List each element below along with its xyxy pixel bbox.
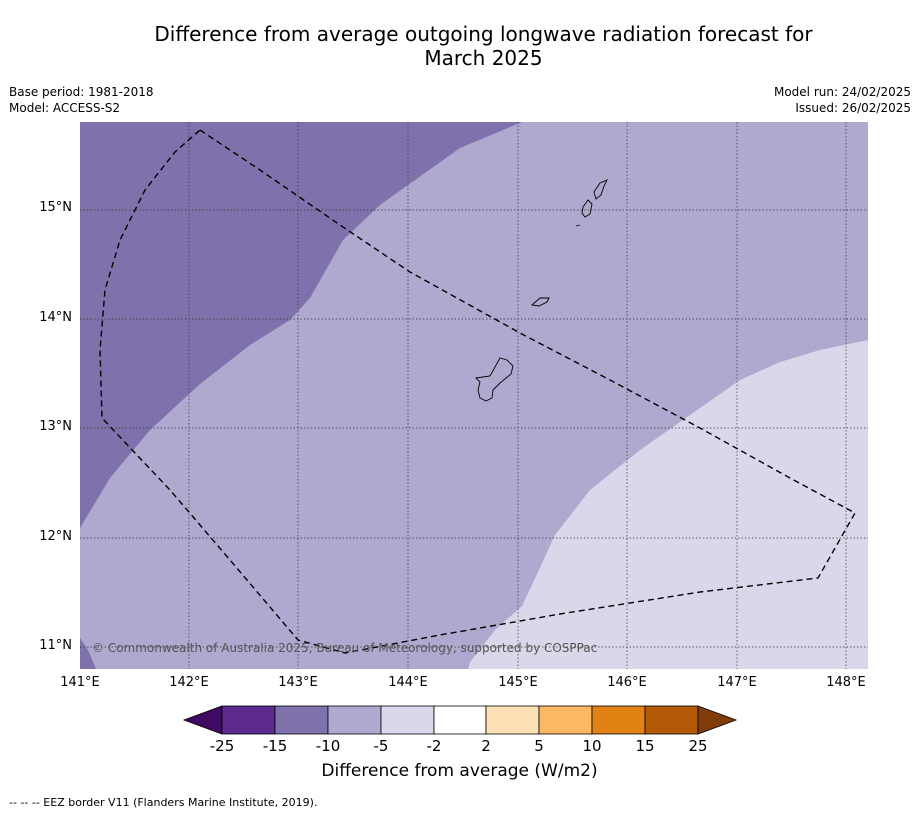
lon-label-147e: 147°E [717, 675, 757, 690]
meta-right: Model run: 24/02/2025 Issued: 26/02/2025 [774, 84, 911, 116]
tinian-island [581, 199, 593, 218]
colorbar-seg-7 [538, 705, 593, 735]
chart-title: Difference from average outgoing longwav… [0, 22, 919, 70]
aguijan-island [575, 224, 581, 227]
issued-date: Issued: 26/02/2025 [795, 101, 911, 115]
colorbar-seg-5 [433, 705, 487, 735]
colorbar-tick-label: 2 [481, 737, 491, 755]
colorbar-extend-low [182, 705, 223, 735]
model-run: Model run: 24/02/2025 [773, 85, 911, 99]
lat-label-11n: 11°N [39, 638, 72, 653]
guam-island [475, 357, 514, 402]
colorbar-tick-label: 25 [688, 737, 708, 755]
meta-left: Base period: 1981-2018 Model: ACCESS-S2 [9, 84, 154, 116]
colorbar-tick-label: -5 [373, 737, 389, 755]
colorbar-tick-label: -10 [315, 737, 341, 755]
lon-label-146e: 146°E [607, 675, 647, 690]
colorbar-tick-label: 15 [635, 737, 655, 755]
copyright-notice: © Commonwealth of Australia 2025, Bureau… [92, 641, 598, 655]
lon-label-144e: 144°E [388, 675, 428, 690]
lon-label-145e: 145°E [498, 675, 538, 690]
lon-label-143e: 143°E [278, 675, 318, 690]
lat-label-13n: 13°N [39, 419, 72, 434]
colorbar-tick-label: 10 [582, 737, 602, 755]
base-period: Base period: 1981-2018 [9, 85, 154, 99]
lat-label-15n: 15°N [39, 200, 72, 215]
colorbar-title: Difference from average (W/m2) [321, 761, 598, 781]
lon-label-141e: 141°E [60, 675, 100, 690]
colorbar [182, 705, 738, 735]
lon-label-148e: 148°E [826, 675, 866, 690]
saipan-island [593, 179, 608, 200]
colorbar-seg-8 [591, 705, 646, 735]
region-neg-15-10-corner [80, 638, 96, 669]
colorbar-seg-4 [380, 705, 435, 735]
colorbar-tick-label: -2 [426, 737, 442, 755]
model-name: Model: ACCESS-S2 [9, 101, 121, 115]
region-neg-5-2 [468, 340, 868, 669]
colorbar-tick-label: -15 [262, 737, 288, 755]
islands [475, 179, 608, 402]
eez-footnote: -- -- -- EEZ border V11 (Flanders Marine… [9, 796, 318, 809]
colorbar-seg-3 [327, 705, 382, 735]
title-line-2: March 2025 [424, 46, 543, 70]
title-line-1: Difference from average outgoing longwav… [154, 22, 813, 46]
colorbar-seg-6 [485, 705, 540, 735]
region-neg-15-10 [80, 122, 522, 528]
lat-label-12n: 12°N [39, 529, 72, 544]
lat-label-14n: 14°N [39, 310, 72, 325]
map-area [80, 122, 868, 669]
gridlines [80, 122, 868, 669]
rota-island [530, 297, 550, 307]
eez-border [99, 129, 856, 654]
lon-label-142e: 142°E [169, 675, 209, 690]
colorbar-seg-9 [644, 705, 699, 735]
colorbar-seg-1 [221, 705, 276, 735]
colorbar-tick-label: -25 [209, 737, 235, 755]
colorbar-tick-label: 5 [534, 737, 544, 755]
colorbar-seg-2 [274, 705, 329, 735]
colorbar-extend-high [697, 705, 738, 735]
